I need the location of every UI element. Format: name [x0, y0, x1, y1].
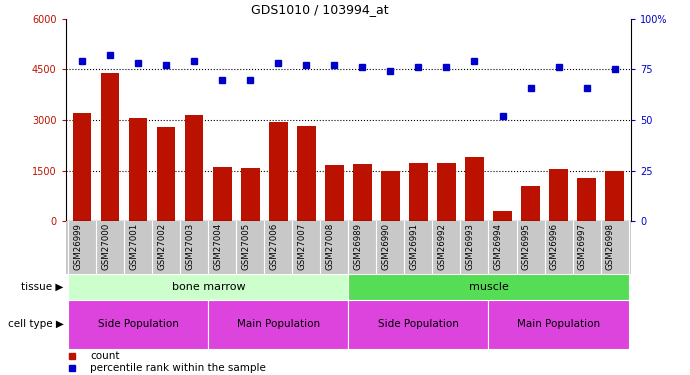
Bar: [578, 178, 595, 221]
Bar: [68, 274, 348, 300]
Text: GSM27004: GSM27004: [213, 223, 222, 270]
Bar: [326, 165, 344, 221]
Text: GSM26998: GSM26998: [606, 223, 615, 270]
Bar: [353, 164, 371, 221]
Text: GSM26996: GSM26996: [549, 223, 558, 270]
Text: GSM26997: GSM26997: [578, 223, 586, 270]
Text: count: count: [90, 351, 120, 361]
Text: GSM27007: GSM27007: [297, 223, 306, 270]
Text: GSM27006: GSM27006: [269, 223, 279, 270]
Bar: [241, 168, 259, 221]
Text: GSM27001: GSM27001: [130, 223, 139, 270]
Text: cell type ▶: cell type ▶: [8, 320, 63, 329]
Text: Side Population: Side Population: [98, 320, 179, 329]
Bar: [348, 274, 629, 300]
Text: Main Population: Main Population: [517, 320, 600, 329]
Bar: [605, 171, 624, 221]
Text: bone marrow: bone marrow: [172, 282, 245, 292]
Bar: [409, 163, 428, 221]
Text: Main Population: Main Population: [237, 320, 320, 329]
Text: muscle: muscle: [469, 282, 509, 292]
Bar: [101, 73, 119, 221]
Text: GSM27008: GSM27008: [326, 223, 335, 270]
Bar: [522, 186, 540, 221]
Bar: [68, 300, 208, 349]
Bar: [208, 300, 348, 349]
Bar: [269, 122, 288, 221]
Text: GSM27003: GSM27003: [186, 223, 195, 270]
Bar: [213, 166, 232, 221]
Bar: [489, 300, 629, 349]
Text: tissue ▶: tissue ▶: [21, 282, 63, 292]
Text: percentile rank within the sample: percentile rank within the sample: [90, 363, 266, 374]
Bar: [186, 115, 204, 221]
Text: GSM26994: GSM26994: [493, 223, 502, 270]
Bar: [382, 171, 400, 221]
Bar: [348, 300, 489, 349]
Bar: [493, 211, 511, 221]
Bar: [129, 118, 148, 221]
Text: GSM26990: GSM26990: [382, 223, 391, 270]
Text: GSM26999: GSM26999: [73, 223, 82, 270]
Text: GSM27000: GSM27000: [101, 223, 110, 270]
Title: GDS1010 / 103994_at: GDS1010 / 103994_at: [251, 3, 389, 16]
Text: GSM27005: GSM27005: [241, 223, 250, 270]
Bar: [549, 169, 568, 221]
Text: GSM26991: GSM26991: [409, 223, 418, 270]
Text: GSM26995: GSM26995: [522, 223, 531, 270]
Bar: [157, 127, 175, 221]
Text: GSM27002: GSM27002: [157, 223, 166, 270]
Bar: [297, 126, 315, 221]
Text: Side Population: Side Population: [378, 320, 459, 329]
Text: GSM26993: GSM26993: [466, 223, 475, 270]
Bar: [73, 113, 92, 221]
Bar: [465, 157, 484, 221]
Text: GSM26992: GSM26992: [437, 223, 446, 270]
Text: GSM26989: GSM26989: [353, 223, 362, 270]
Bar: [437, 163, 455, 221]
